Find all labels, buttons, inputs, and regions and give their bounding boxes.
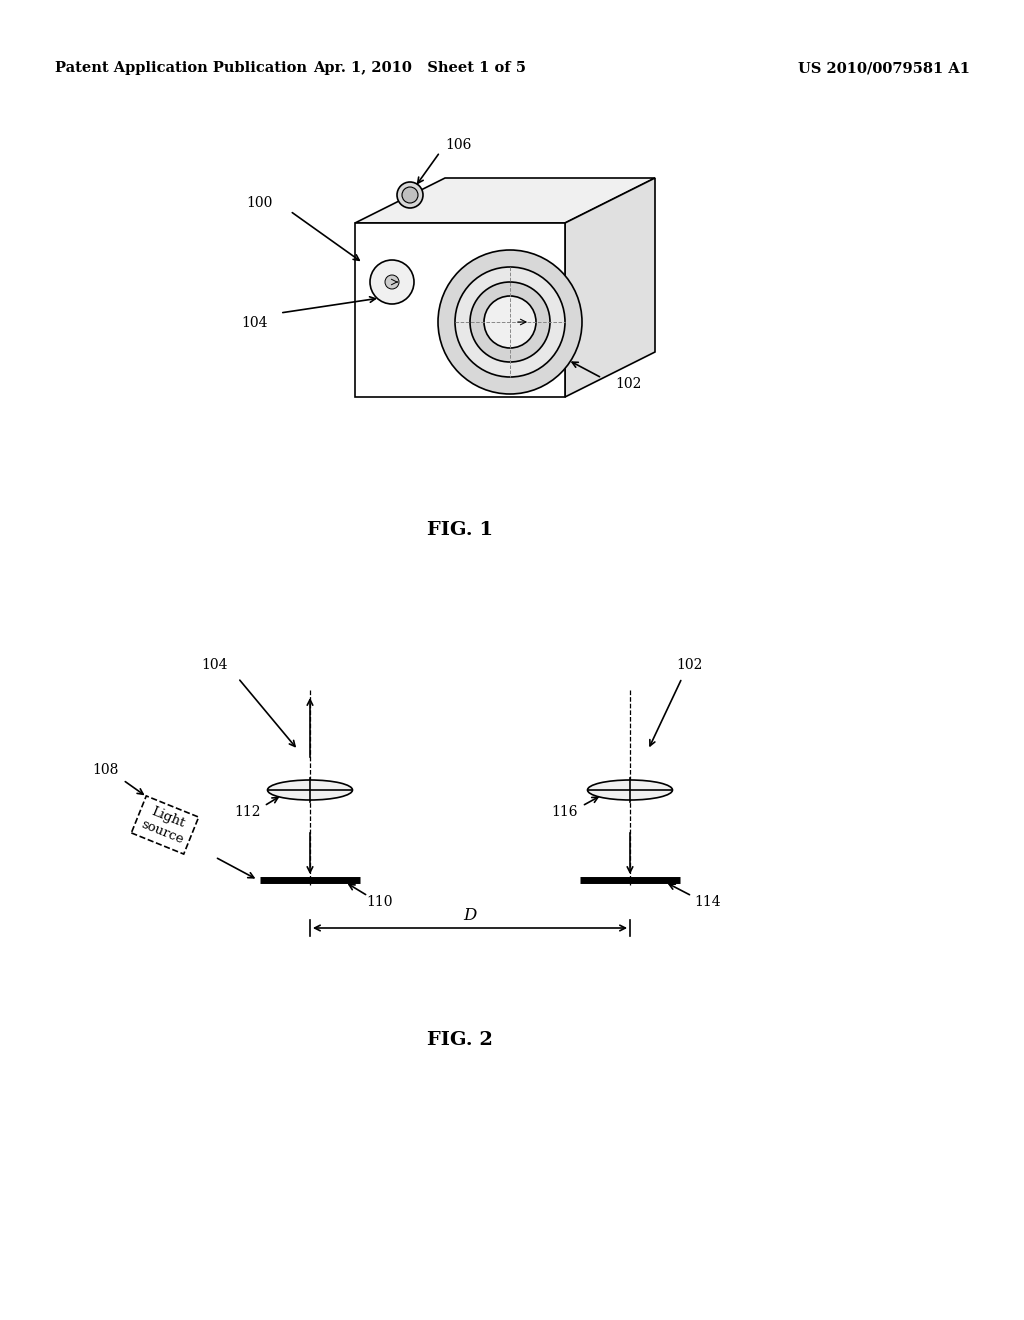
Circle shape bbox=[385, 275, 399, 289]
Circle shape bbox=[455, 267, 565, 378]
Ellipse shape bbox=[267, 780, 352, 800]
Text: FIG. 2: FIG. 2 bbox=[427, 1031, 493, 1049]
Text: 114: 114 bbox=[694, 895, 721, 909]
Text: 106: 106 bbox=[445, 139, 471, 152]
Text: Apr. 1, 2010   Sheet 1 of 5: Apr. 1, 2010 Sheet 1 of 5 bbox=[313, 61, 526, 75]
Text: Light
source: Light source bbox=[139, 804, 190, 846]
Text: 110: 110 bbox=[367, 895, 393, 909]
Text: 116: 116 bbox=[552, 805, 579, 818]
Text: 102: 102 bbox=[615, 378, 641, 391]
Text: Patent Application Publication: Patent Application Publication bbox=[55, 61, 307, 75]
Ellipse shape bbox=[588, 780, 673, 800]
Polygon shape bbox=[355, 223, 565, 397]
Text: 100: 100 bbox=[247, 195, 273, 210]
Text: D: D bbox=[463, 908, 477, 924]
Polygon shape bbox=[565, 178, 655, 397]
Text: 104: 104 bbox=[242, 315, 268, 330]
Circle shape bbox=[370, 260, 414, 304]
Text: 108: 108 bbox=[92, 763, 118, 777]
Circle shape bbox=[470, 282, 550, 362]
Circle shape bbox=[484, 296, 536, 348]
Text: 104: 104 bbox=[202, 657, 228, 672]
Text: 102: 102 bbox=[677, 657, 703, 672]
Circle shape bbox=[402, 187, 418, 203]
Text: US 2010/0079581 A1: US 2010/0079581 A1 bbox=[798, 61, 970, 75]
Circle shape bbox=[438, 249, 582, 393]
Circle shape bbox=[397, 182, 423, 209]
Polygon shape bbox=[355, 178, 655, 223]
Text: 112: 112 bbox=[234, 805, 261, 818]
Text: FIG. 1: FIG. 1 bbox=[427, 521, 494, 539]
